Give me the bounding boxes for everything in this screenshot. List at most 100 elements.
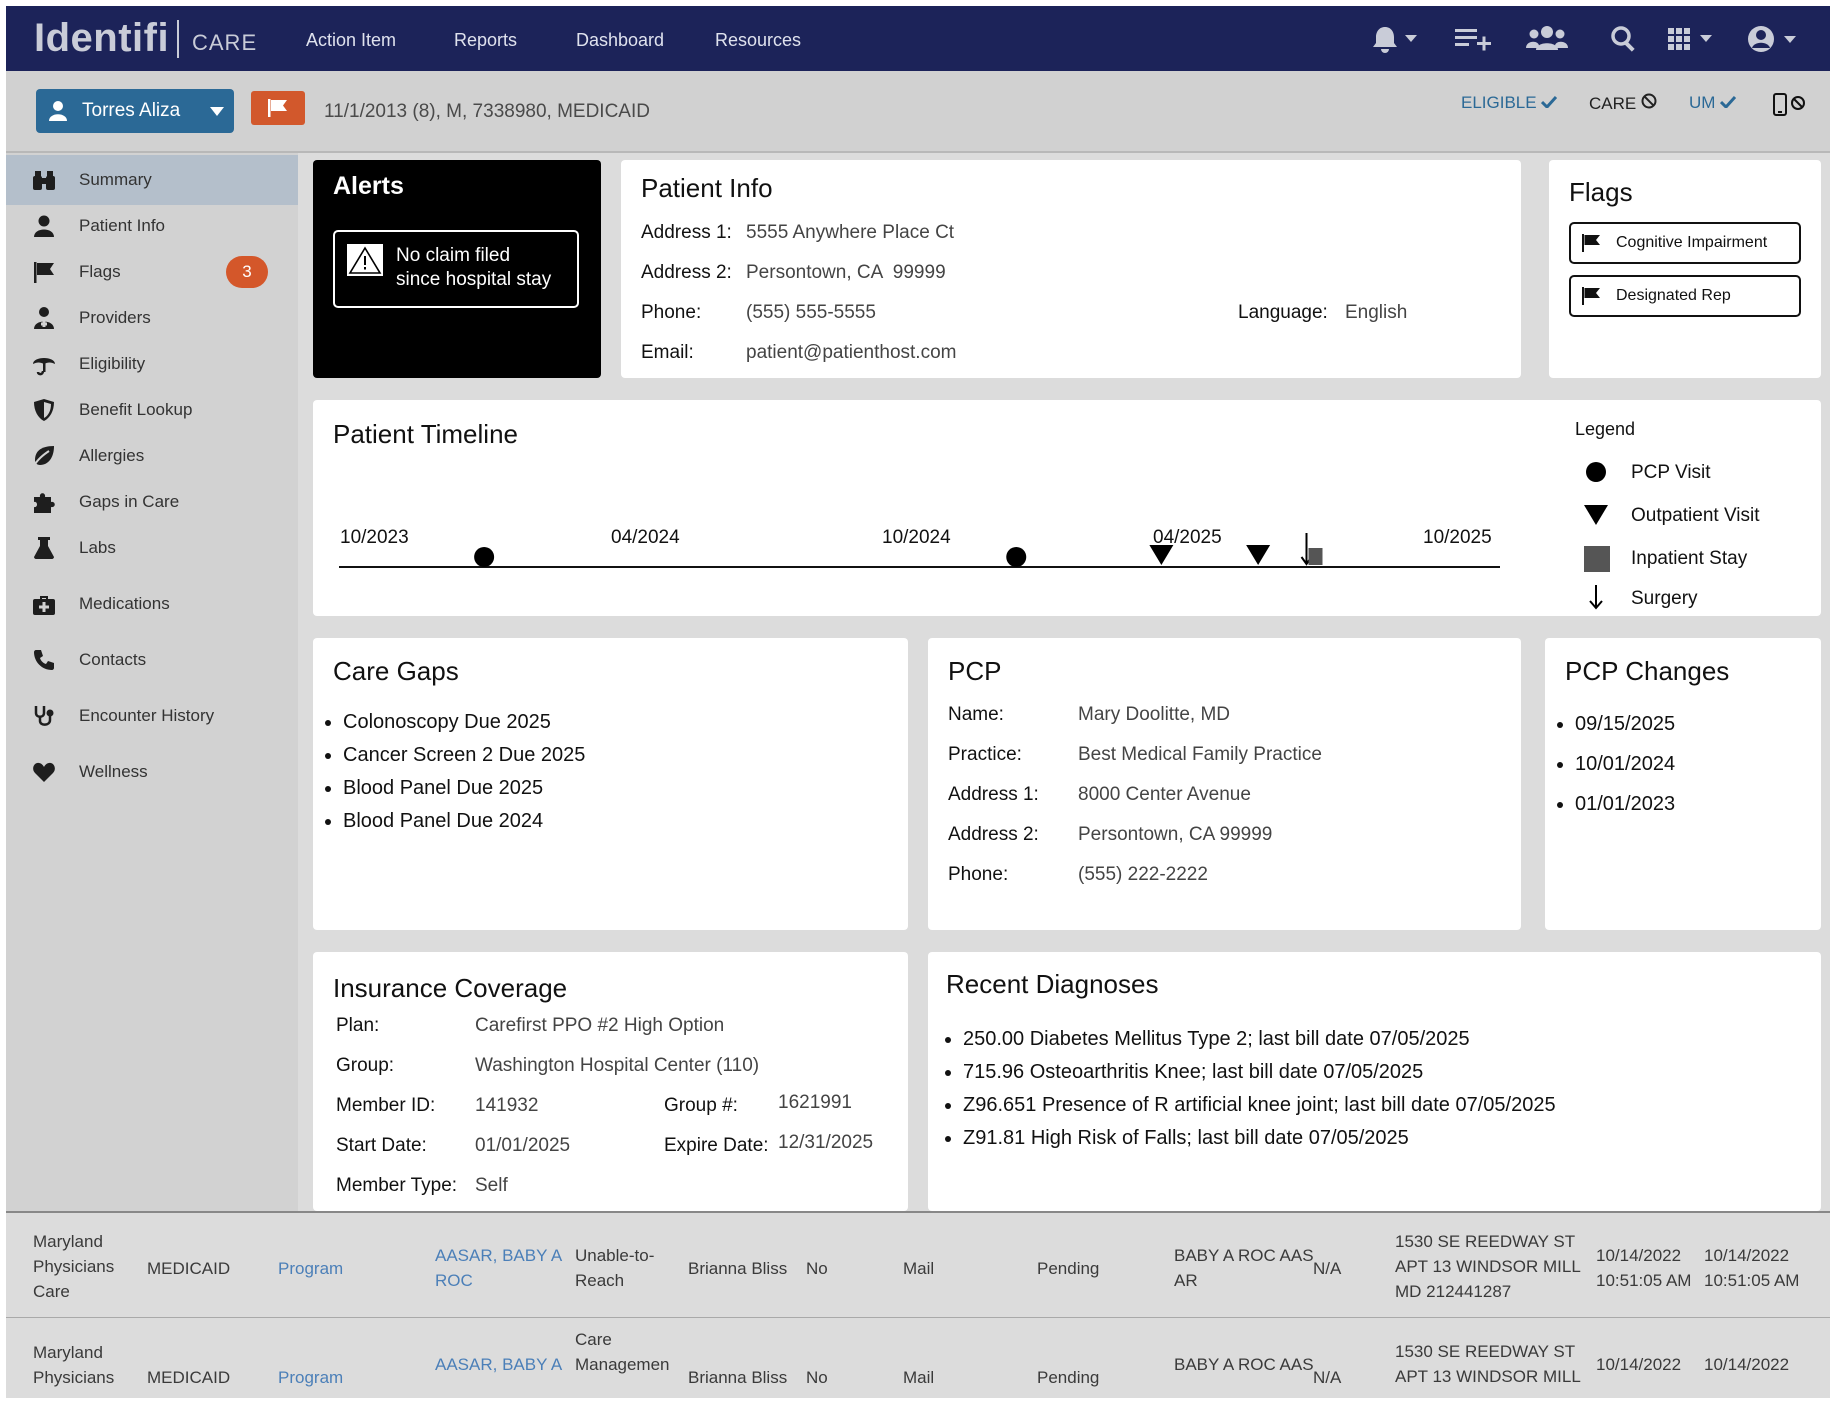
plan-value: Carefirst PPO #2 High Option [475, 1015, 725, 1036]
nav-link-action-item[interactable]: Action Item [306, 30, 397, 50]
sidebar-item-wellness[interactable]: Wellness [6, 747, 298, 797]
apps-grid-icon[interactable] [1666, 24, 1716, 54]
cell-method: Mail [903, 1368, 935, 1387]
inpatient-stay-legend-marker [1584, 546, 1610, 572]
cell-line: Unable-to- [575, 1246, 655, 1265]
outpatient-visit-legend-marker [1584, 505, 1608, 525]
email-value[interactable]: patient@patienthost.com [746, 342, 957, 363]
alerts-card: Alerts No claim filed since hospital sta… [313, 160, 601, 378]
pcp-address1-label: Address 1: [948, 784, 1039, 805]
sidebar-item-allergies[interactable]: Allergies [6, 431, 298, 481]
timeline-tick-label: 04/2024 [611, 527, 680, 548]
alert-item[interactable]: No claim filed since hospital stay [333, 230, 579, 308]
timeline-inpatient-marker[interactable] [1308, 548, 1323, 565]
timeline-chart [339, 533, 1500, 568]
pcp-practice-label: Practice: [948, 744, 1022, 765]
cell-member-link[interactable]: AASAR, BABY A [435, 1352, 562, 1377]
nav-link-dashboard[interactable]: Dashboard [576, 30, 665, 50]
cell-line: AASAR, BABY A [435, 1246, 563, 1265]
cell-line: Maryland [33, 1343, 103, 1362]
flag-icon [1582, 234, 1600, 252]
care-gap-item: Cancer Screen 2 Due 2025 [343, 739, 585, 772]
sidebar-item-label: Wellness [79, 762, 148, 781]
diagnosis-item: 715.96 Osteoarthritis Knee; last bill da… [963, 1056, 1556, 1089]
mobile-status[interactable] [1772, 93, 1808, 122]
alerts-title: Alerts [333, 172, 404, 200]
doctor-icon [34, 307, 54, 329]
cell-line: 1530 SE REEDWAY ST [1395, 1342, 1576, 1361]
timeline-outpatient-marker[interactable] [1246, 545, 1271, 565]
patient-selector[interactable]: Torres Aliza [36, 89, 234, 133]
nav-link-resources[interactable]: Resources [715, 30, 802, 50]
flag-icon [34, 262, 54, 283]
sidebar-item-patient-info[interactable]: Patient Info [6, 201, 298, 251]
care-status[interactable]: CARE [1589, 93, 1657, 114]
address2-label: Address 2: [641, 262, 732, 283]
timeline-outpatient-marker[interactable] [1149, 545, 1174, 565]
sidebar-item-providers[interactable]: Providers [6, 293, 298, 343]
pcp-card: PCP Name: Mary Doolitte, MD Practice: Be… [928, 638, 1521, 930]
cell-contact-name: BABY A ROC AAS AR [1174, 1243, 1314, 1293]
cell-line: AASAR, BABY A [435, 1355, 563, 1374]
cell-status: Unable-to- Reach [575, 1243, 654, 1293]
cell-program-link[interactable]: Program [278, 1259, 344, 1278]
sidebar-item-contacts[interactable]: Contacts [6, 635, 298, 685]
eligibility-status[interactable]: ELIGIBLE [1461, 93, 1558, 113]
shield-icon [34, 399, 54, 421]
search-icon[interactable] [1609, 24, 1639, 54]
heart-icon [33, 762, 55, 782]
care-label: CARE [1589, 94, 1637, 113]
timeline-pcp-marker[interactable] [1006, 547, 1027, 567]
sidebar-item-benefit-lookup[interactable]: Benefit Lookup [6, 385, 298, 435]
flag-designated-rep[interactable]: Designated Rep [1569, 275, 1801, 317]
user-icon [49, 101, 67, 121]
add-task-list-icon[interactable] [1453, 24, 1493, 56]
flag-cognitive-impairment[interactable]: Cognitive Impairment [1569, 222, 1801, 264]
pcp-changes-title: PCP Changes [1565, 656, 1730, 686]
cell-line: APT 13 WINDSOR MILL [1395, 1257, 1581, 1276]
email-label: Email: [641, 342, 694, 363]
sidebar-item-summary[interactable]: Summary [6, 155, 298, 205]
pcp-phone-value: (555) 222-2222 [1078, 864, 1208, 885]
caret-down-icon [210, 107, 224, 116]
pcp-name-label: Name: [948, 704, 1004, 725]
timeline-pcp-marker[interactable] [474, 547, 495, 567]
table-row[interactable]: Maryland Physicians MEDICAID Program AAS… [6, 1318, 1830, 1398]
nav-link-reports[interactable]: Reports [454, 30, 518, 50]
sidebar: Summary Patient Info Flags 3 Providers E… [6, 153, 298, 1211]
bell-icon[interactable] [1371, 24, 1421, 54]
legend-label: Outpatient Visit [1631, 505, 1760, 526]
sidebar-item-labs[interactable]: Labs [6, 523, 298, 573]
flags-card: Flags Cognitive Impairment Designated Re… [1549, 160, 1821, 378]
cell-created-date: 10/14/2022 10:51:05 AM [1596, 1243, 1691, 1293]
patient-flag-button[interactable] [251, 91, 305, 125]
sidebar-item-encounter-history[interactable]: Encounter History [6, 691, 298, 741]
cell-payer: MEDICAID [147, 1259, 231, 1278]
phone-icon [34, 650, 54, 670]
timeline-title: Patient Timeline [333, 419, 518, 449]
cell-program-link[interactable]: Program [278, 1368, 344, 1387]
leaf-icon [32, 446, 54, 468]
sidebar-item-gaps-in-care[interactable]: Gaps in Care [6, 477, 298, 527]
sidebar-item-label: Summary [79, 170, 152, 189]
users-group-icon[interactable] [1526, 24, 1568, 54]
cell-organization: Maryland Physicians Care [33, 1229, 114, 1304]
sidebar-item-flags[interactable]: Flags 3 [6, 247, 298, 297]
cell-member-link[interactable]: AASAR, BABY A ROC [435, 1243, 562, 1293]
care-gap-item: Blood Panel Due 2024 [343, 805, 585, 838]
member-type-label: Member Type: [336, 1175, 458, 1196]
app-logo[interactable]: Identifi [34, 16, 170, 60]
flag-icon [1582, 287, 1600, 305]
cell-organization: Maryland Physicians [33, 1340, 114, 1390]
sidebar-item-eligibility[interactable]: Eligibility [6, 339, 298, 389]
flag-icon [268, 99, 287, 117]
member-id-label: Member ID: [336, 1095, 436, 1116]
cell-state: Pending [1037, 1259, 1100, 1278]
sidebar-item-label: Encounter History [79, 706, 215, 725]
account-circle-icon[interactable] [1746, 24, 1800, 56]
sidebar-item-medications[interactable]: Medications [6, 579, 298, 629]
um-status[interactable]: UM [1689, 93, 1737, 113]
table-row[interactable]: Maryland Physicians Care MEDICAID Progra… [6, 1219, 1830, 1318]
pcp-change-item: 01/01/2023 [1575, 784, 1675, 824]
warning-icon [347, 244, 383, 276]
